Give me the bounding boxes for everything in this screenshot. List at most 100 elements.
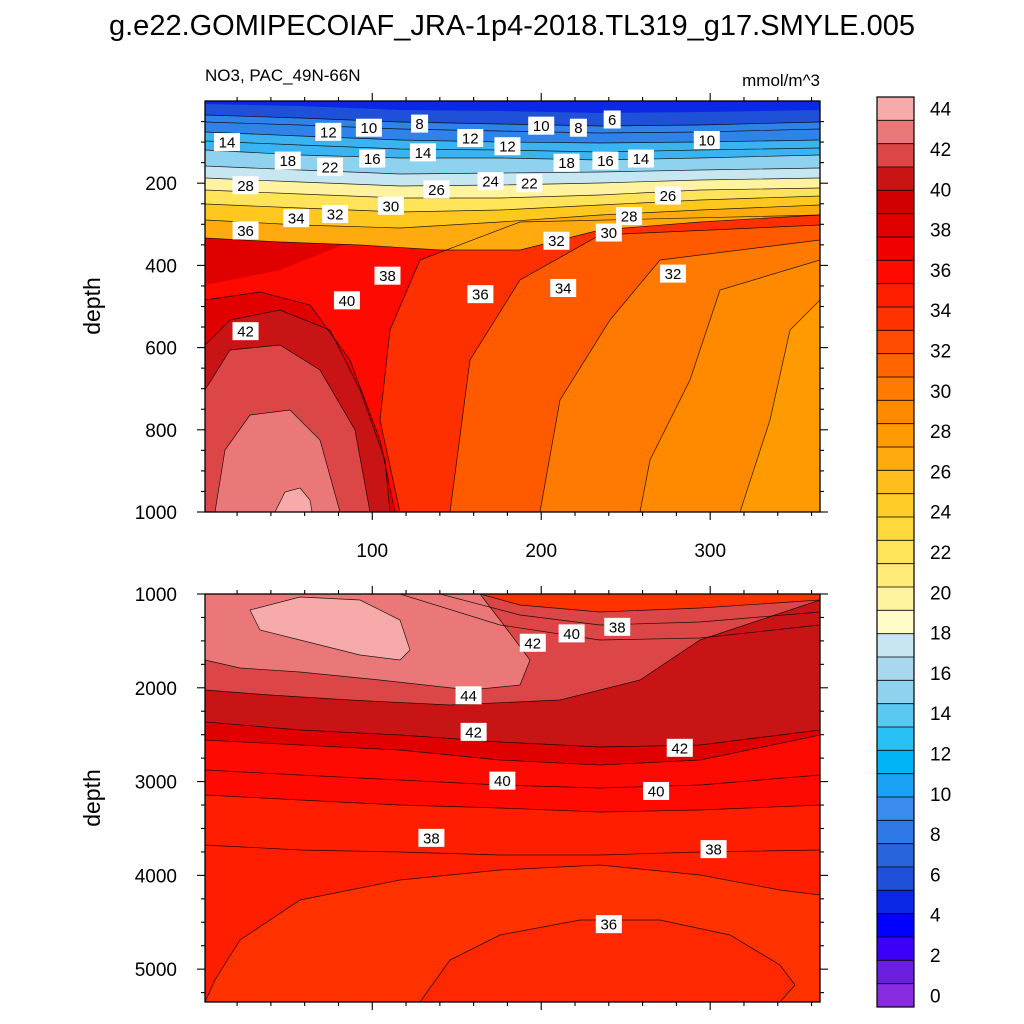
colorbar-label: 26 (930, 462, 951, 483)
lower-contour-label: 44 (455, 686, 482, 705)
upper-contour-label: 38 (374, 266, 401, 285)
upper-isoline (214, 409, 341, 512)
colorbar-swatch (877, 727, 914, 751)
lower-isoline (479, 594, 820, 613)
colorbar-swatch (877, 213, 914, 238)
colorbar-label: 32 (930, 341, 951, 362)
colorbar-label: 30 (930, 382, 951, 403)
lower-isoline (439, 594, 820, 626)
lower-band-36 (420, 920, 795, 1002)
upper-contour-label-text: 32 (327, 207, 344, 224)
lower-contour-label-box (460, 722, 487, 741)
lower-y-tick-label: 3000 (135, 773, 177, 794)
colorbar-swatch (877, 307, 914, 331)
colorbar-label: 38 (930, 221, 951, 242)
upper-isoline (379, 214, 820, 512)
lower-contour-label: 40 (558, 624, 585, 643)
lower-contour-label-text: 38 (705, 842, 722, 859)
colorbar-swatch (877, 773, 914, 798)
upper-contour-label-box (550, 279, 577, 298)
colorbar-label: 24 (930, 503, 952, 524)
upper-contour-label-box (516, 174, 543, 193)
upper-contour-label-box (477, 172, 504, 191)
lower-y-tick-label: 2000 (135, 679, 177, 700)
lower-contour-field (205, 594, 820, 1002)
upper-contour-label-box (409, 143, 436, 162)
upper-contour-label-box (322, 205, 349, 224)
lower-isoline (205, 599, 820, 706)
upper-contour-label: 10 (693, 131, 720, 150)
lower-isoline (205, 734, 820, 766)
colorbar-swatch (877, 260, 914, 284)
upper-contour-label: 28 (616, 207, 643, 226)
colorbar-swatch (877, 423, 914, 448)
upper-contour-label: 26 (654, 186, 681, 205)
colorbar-frame (876, 96, 915, 1008)
upper-contour-label: 8 (569, 118, 587, 137)
colorbar-swatch (877, 563, 914, 588)
colorbar-swatch (877, 493, 914, 518)
colorbar-label: 22 (930, 543, 951, 564)
upper-contour-label-box (355, 118, 382, 137)
lower-isoline (249, 596, 411, 661)
colorbar-label: 4 (930, 906, 941, 927)
colorbar-swatch (877, 983, 914, 1008)
colorbar-swatch (877, 190, 914, 214)
lower-y-tick-label: 5000 (135, 960, 177, 981)
upper-contour-label-text: 40 (339, 293, 356, 310)
upper-y-tick-label: 200 (145, 174, 177, 195)
upper-isoline (205, 187, 820, 199)
upper-isoline (274, 487, 313, 512)
lower-contour-label-text: 40 (648, 783, 665, 800)
upper-contour-label-box (333, 291, 360, 310)
lower-contour-label-box (558, 624, 585, 643)
upper-contour-label-text: 24 (482, 174, 499, 191)
upper-contour-label-box (603, 110, 621, 129)
upper-contour-label-box (528, 116, 555, 135)
upper-contour-label-text: 32 (548, 233, 565, 250)
upper-contour-label-text: 12 (462, 130, 479, 147)
upper-band-5 (205, 101, 820, 113)
upper-contour-label-text: 32 (665, 266, 682, 283)
upper-contour-label-text: 38 (379, 268, 396, 285)
lower-isoline (399, 594, 820, 641)
colorbar-swatch (877, 120, 914, 144)
colorbar-swatch (877, 377, 914, 401)
upper-contour-label: 14 (627, 149, 654, 168)
upper-isoline (639, 259, 820, 512)
lower-contour-label-box (604, 617, 631, 636)
upper-contour-label: 32 (322, 205, 349, 224)
upper-contour-label: 12 (315, 122, 342, 141)
colorbar-label: 0 (930, 986, 941, 1007)
colorbar-swatch (877, 890, 914, 914)
colorbar-label: 44 (930, 100, 952, 121)
colorbar-label: 12 (930, 745, 951, 766)
upper-contour-label-box (377, 196, 404, 215)
colorbar-label: 2 (930, 946, 941, 967)
lower-contour-label-text: 40 (494, 773, 511, 790)
lower-y-tick-label: 1000 (135, 585, 177, 606)
lower-band-39 (480, 594, 820, 612)
colorbar-label: 40 (930, 180, 951, 201)
lower-contour-label-box (700, 840, 727, 859)
colorbar-label: 8 (930, 825, 941, 846)
upper-contour-label-text: 36 (472, 287, 489, 304)
upper-contour-label-box (616, 207, 643, 226)
upper-contour-label-text: 30 (600, 225, 617, 242)
colorbar-label: 28 (930, 422, 951, 443)
colorbar-swatch (877, 97, 914, 121)
upper-contour-label-box (317, 157, 344, 176)
upper-contour-label-box (374, 266, 401, 285)
upper-contour-label-text: 8 (574, 120, 582, 137)
colorbar-swatch (877, 587, 914, 611)
upper-contour-label-box (457, 128, 484, 147)
upper-contour-label: 28 (232, 176, 259, 195)
lower-contour-labels: 38 40 42 44 42 42 40 40 38 38 36 (418, 617, 727, 934)
lower-contour-label: 40 (489, 771, 516, 790)
upper-contour-label-box (423, 180, 450, 199)
upper-y-axis-title: depth (79, 277, 105, 335)
upper-contour-label-box (274, 151, 301, 170)
lower-contour-label: 42 (666, 738, 693, 757)
colorbar-swatch (877, 237, 914, 261)
upper-contour-labels: 14 12 10 8 12 10 8 6 10 18 22 16 14 12 18 16 14 28 26 24 22 2… (213, 110, 720, 341)
